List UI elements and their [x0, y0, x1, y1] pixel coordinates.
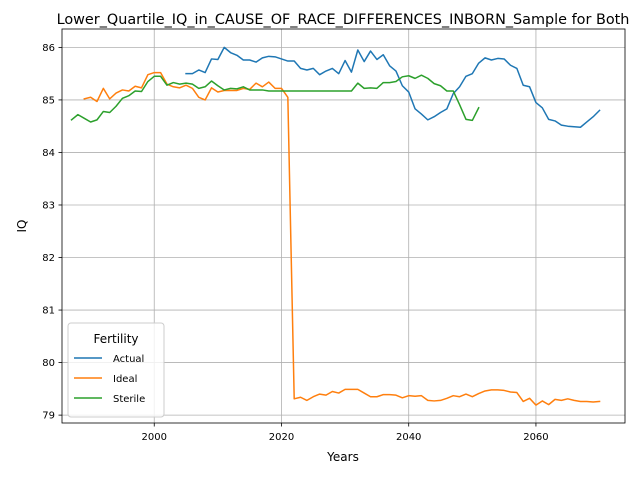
axis-ticks: 2000 2020 2040 2060 79 80 81 82 83 84 85 86 [42, 43, 548, 443]
legend-items: Actual Ideal Sterile [74, 354, 145, 405]
y-tick-label: 80 [42, 358, 55, 369]
y-tick-label: 84 [42, 148, 55, 159]
legend-label-ideal: Ideal [113, 374, 137, 385]
plot-frame [61, 28, 626, 424]
y-tick-label: 85 [42, 95, 55, 106]
x-tick-label: 2040 [396, 432, 421, 443]
legend: Fertility Actual Ideal Sterile [67, 322, 165, 418]
y-tick-label: 81 [42, 306, 55, 317]
legend-label-sterile: Sterile [113, 394, 145, 405]
x-tick-label: 2000 [142, 432, 167, 443]
series-line-actual [185, 46, 601, 128]
y-tick-label: 83 [42, 200, 55, 211]
legend-title: Fertility [93, 332, 138, 346]
chart-title: Lower_Quartile_IQ_in_CAUSE_OF_RACE_DIFFE… [57, 12, 630, 28]
y-tick-label: 86 [42, 43, 55, 54]
grid [62, 29, 625, 423]
y-tick-label: 79 [42, 411, 55, 422]
series-line-sterile [70, 74, 480, 123]
legend-box [67, 322, 165, 418]
y-tick-label: 82 [42, 253, 55, 264]
series-line-ideal [83, 71, 601, 406]
legend-label-actual: Actual [113, 354, 144, 365]
series-lines [70, 46, 601, 406]
x-tick-label: 2020 [269, 432, 294, 443]
x-axis-label: Years [326, 450, 359, 464]
x-tick-label: 2060 [523, 432, 548, 443]
y-axis-label: IQ [15, 220, 29, 233]
